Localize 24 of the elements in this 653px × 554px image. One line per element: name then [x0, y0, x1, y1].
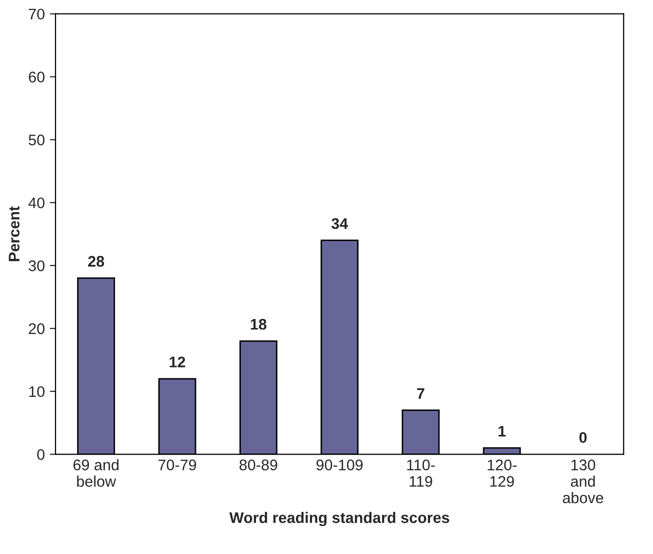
x-tick-label: 70-79 — [158, 460, 196, 470]
data-label: 1 — [498, 426, 506, 436]
x-tick-label: 80-89 — [240, 460, 278, 470]
x-axis-title: Word reading standard scores — [229, 512, 450, 526]
x-tick-label: 130 and above — [562, 460, 604, 504]
data-label: 18 — [250, 318, 266, 330]
x-tick-label: 110- 119 — [407, 460, 435, 487]
y-tick-label: 40 — [28, 197, 44, 208]
data-label: 34 — [331, 218, 348, 230]
y-tick-label: 50 — [28, 134, 44, 146]
data-label: 0 — [579, 432, 587, 443]
data-label: 28 — [88, 256, 104, 267]
y-tick-label: 10 — [29, 386, 44, 398]
y-tick-label: 0 — [37, 449, 44, 460]
y-tick-label: 20 — [28, 323, 44, 334]
x-tick-label: 120- 129 — [488, 460, 516, 487]
data-label: 12 — [170, 356, 186, 368]
data-label: 7 — [417, 388, 424, 399]
y-tick-label: 60 — [28, 72, 44, 82]
y-axis-title: Percent — [8, 206, 20, 262]
y-tick-label: 30 — [28, 260, 44, 272]
x-tick-label: 69 and below — [74, 459, 118, 487]
y-tick-label: 70 — [28, 8, 44, 20]
x-tick-label: 90-109 — [316, 460, 363, 470]
